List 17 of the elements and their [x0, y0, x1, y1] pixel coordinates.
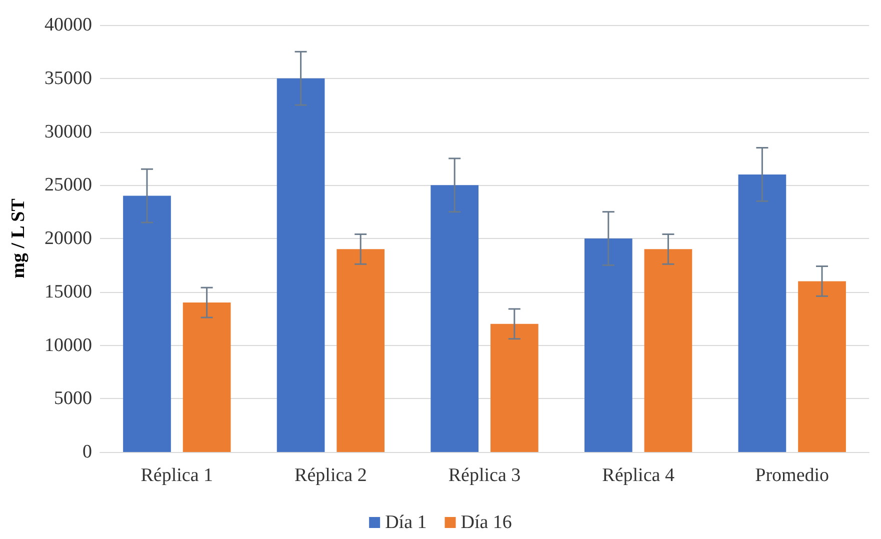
y-tick-label: 20000 — [44, 228, 92, 249]
y-tick-label: 15000 — [44, 281, 92, 302]
x-tick-label: Promedio — [755, 465, 830, 486]
y-tick-label: 25000 — [44, 174, 92, 196]
y-tick-label: 35000 — [44, 68, 92, 89]
y-tick-label: 5000 — [54, 388, 92, 410]
x-tick-label: Réplica 3 — [448, 465, 521, 486]
y-axis-title: mg / L ST — [8, 198, 29, 278]
x-tick-label: Réplica 2 — [294, 465, 367, 486]
y-tick-label: 40000 — [44, 14, 92, 36]
y-tick-label: 30000 — [44, 121, 92, 142]
x-tick-label: Réplica 4 — [602, 465, 675, 486]
legend-label: Día 16 — [460, 512, 512, 533]
legend-label: Día 1 — [385, 512, 427, 533]
y-tick-label: 0 — [82, 442, 92, 462]
y-tick-label: 10000 — [44, 334, 92, 356]
x-tick-label: Réplica 1 — [140, 465, 214, 486]
